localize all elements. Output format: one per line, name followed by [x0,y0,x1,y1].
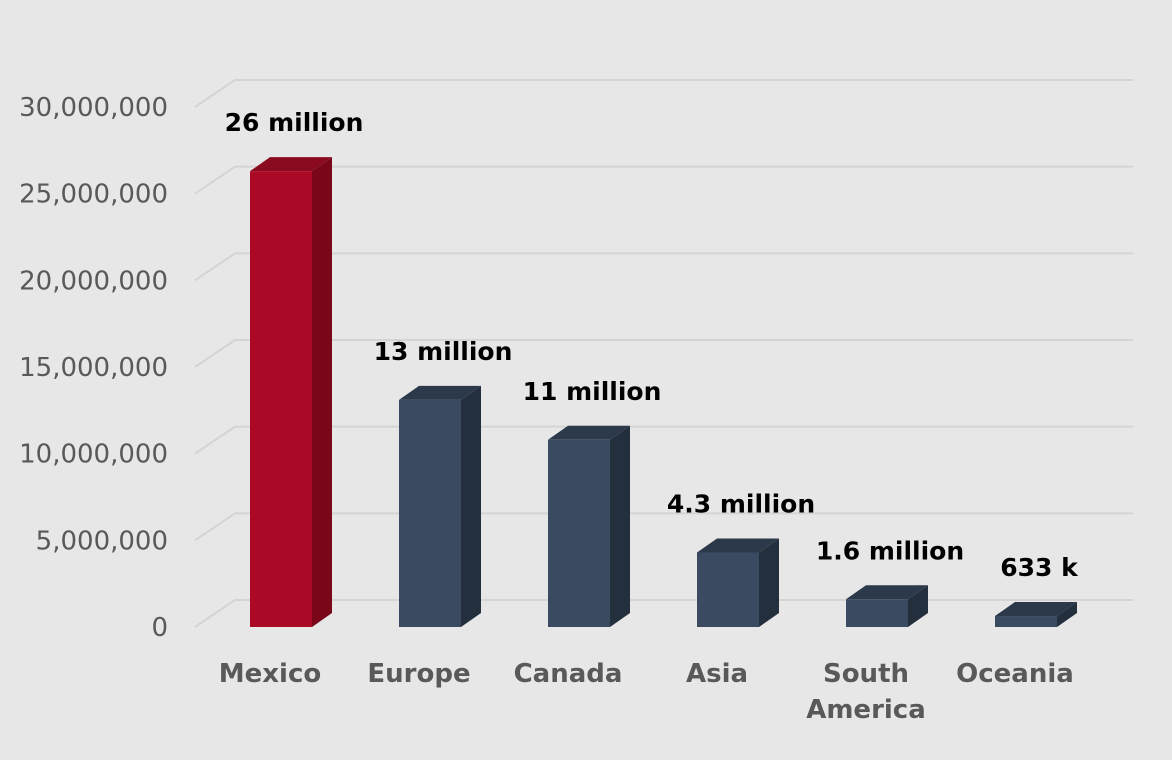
bar-side [759,538,779,627]
bar-oceania [995,602,1077,627]
data-label: 1.6 million [816,536,964,565]
bar-mexico [250,157,332,627]
y-tick-label: 5,000,000 [36,526,168,556]
bar-top [846,585,928,600]
bar-top [697,538,779,553]
x-tick-label-line: Asia [686,659,748,689]
gridline [194,339,1133,368]
x-tick-label-line: South [823,659,909,689]
y-tick-label: 30,000,000 [19,93,168,123]
y-tick-label: 25,000,000 [19,180,168,210]
bar-europe [399,385,481,627]
bar [995,616,1057,627]
x-tick-label: Asia [686,659,748,689]
gridline [194,165,1133,195]
gridline [194,252,1133,282]
bar-canada [548,425,630,627]
data-label: 13 million [374,337,513,366]
x-tick-label: Mexico [219,659,321,689]
bar-side [1057,602,1077,627]
bar-side [312,157,332,627]
bars [250,157,1077,627]
x-tick-label: Oceania [956,659,1074,689]
gridline [194,599,1133,628]
x-tick-label: South America [806,659,926,725]
bar [250,171,312,627]
x-tick-label: Canada [514,659,623,689]
data-label: 4.3 million [667,489,815,518]
data-labels: 26 million 13 million 11 million 4.3 millio… [225,108,1080,582]
y-axis: 0 5,000,000 10,000,000 15,000,000 20,000,000… [19,93,168,643]
bar [697,552,759,627]
y-tick-label: 15,000,000 [19,353,168,383]
gridline [194,79,1133,108]
x-tick-label: Europe [367,659,470,689]
gridline [194,425,1133,455]
bar [548,439,610,627]
gridline [194,512,1133,542]
bar-top [995,602,1077,617]
data-label: 633 k [1000,553,1079,582]
data-label: 26 million [225,108,364,137]
bar-side [461,385,481,627]
y-tick-label: 20,000,000 [19,266,168,296]
y-tick-label: 10,000,000 [19,440,168,470]
x-tick-label-line: Canada [514,659,623,689]
bar-side [610,425,630,627]
y-tick-label: 0 [151,613,168,643]
x-tick-label-line: Mexico [219,659,321,689]
bar-side [908,585,928,627]
bar-south-america [846,585,928,627]
x-tick-label-line: Europe [367,659,470,689]
x-tick-label-line: Oceania [956,659,1074,689]
x-tick-label-line: America [806,695,926,725]
bar [846,599,908,627]
bar-top [548,425,630,440]
data-label: 11 million [523,377,662,406]
bar-top [399,385,481,400]
x-axis: Mexico Europe Canada Asia South America Oceani… [219,659,1074,725]
bar-top [250,157,332,172]
bar [399,399,461,627]
gridlines [194,79,1133,628]
bar-asia [697,538,779,627]
